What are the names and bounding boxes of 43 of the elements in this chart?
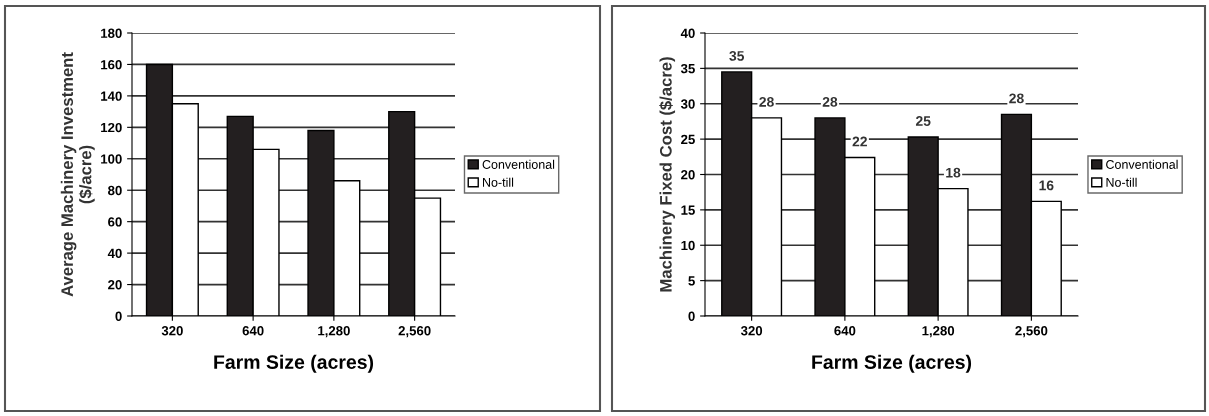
data-label: 18 [946,167,961,178]
y-axis-title: Machinery Fixed Cost ($/acre) [659,57,676,292]
x-tick-label: 320 [161,326,183,336]
x-tick-label: 2,560 [1015,326,1048,338]
x-tick-label: 320 [740,326,763,336]
y-axis-title: Average Machinery Investment ($/acre) [60,52,95,297]
y-tick-label: 30 [680,99,695,109]
x-tick-label: 1,280 [318,326,350,338]
y-tick-label: 40 [680,28,695,38]
y-tick-label: 140 [101,91,122,101]
y-tick-label: 40 [107,248,122,259]
x-tick-label: 1,280 [922,326,955,338]
x-tick-label: 2,560 [398,326,431,338]
x-tick-label: 640 [834,326,856,336]
data-label: 16 [1039,180,1054,191]
y-tick-label: 0 [688,311,695,321]
y-tick-label: 100 [101,154,122,164]
y-tick-label: 15 [681,205,695,215]
y-tick-label: 10 [681,240,695,251]
x-axis-title: Farm Size (acres) [812,354,972,373]
legend-label: Conventional [482,159,555,169]
y-tick-label: 160 [101,60,122,70]
y-tick-label: 180 [101,28,122,38]
y-tick-label: 80 [108,185,122,196]
y-tick-label: 120 [101,122,122,133]
y-tick-label: 20 [681,170,695,180]
data-label: 28 [1009,93,1024,104]
y-tick-label: 25 [681,134,695,145]
legend-label: No-till [1106,177,1137,187]
legend-label: No-till [483,177,514,187]
x-axis-title: Farm Size (acres) [214,354,374,373]
data-label: 35 [729,51,745,61]
data-label: 22 [852,136,867,147]
data-label: 28 [822,96,838,107]
y-tick-label: 20 [108,280,122,290]
y-tick-label: 35 [680,63,695,74]
y-tick-label: 5 [688,276,695,286]
data-label: 28 [759,96,774,107]
legend-label: Conventional [1106,159,1178,169]
y-tick-label: 0 [115,311,122,321]
x-tick-label: 640 [242,326,264,336]
y-tick-label: 60 [108,217,122,227]
data-label: 25 [915,116,931,126]
